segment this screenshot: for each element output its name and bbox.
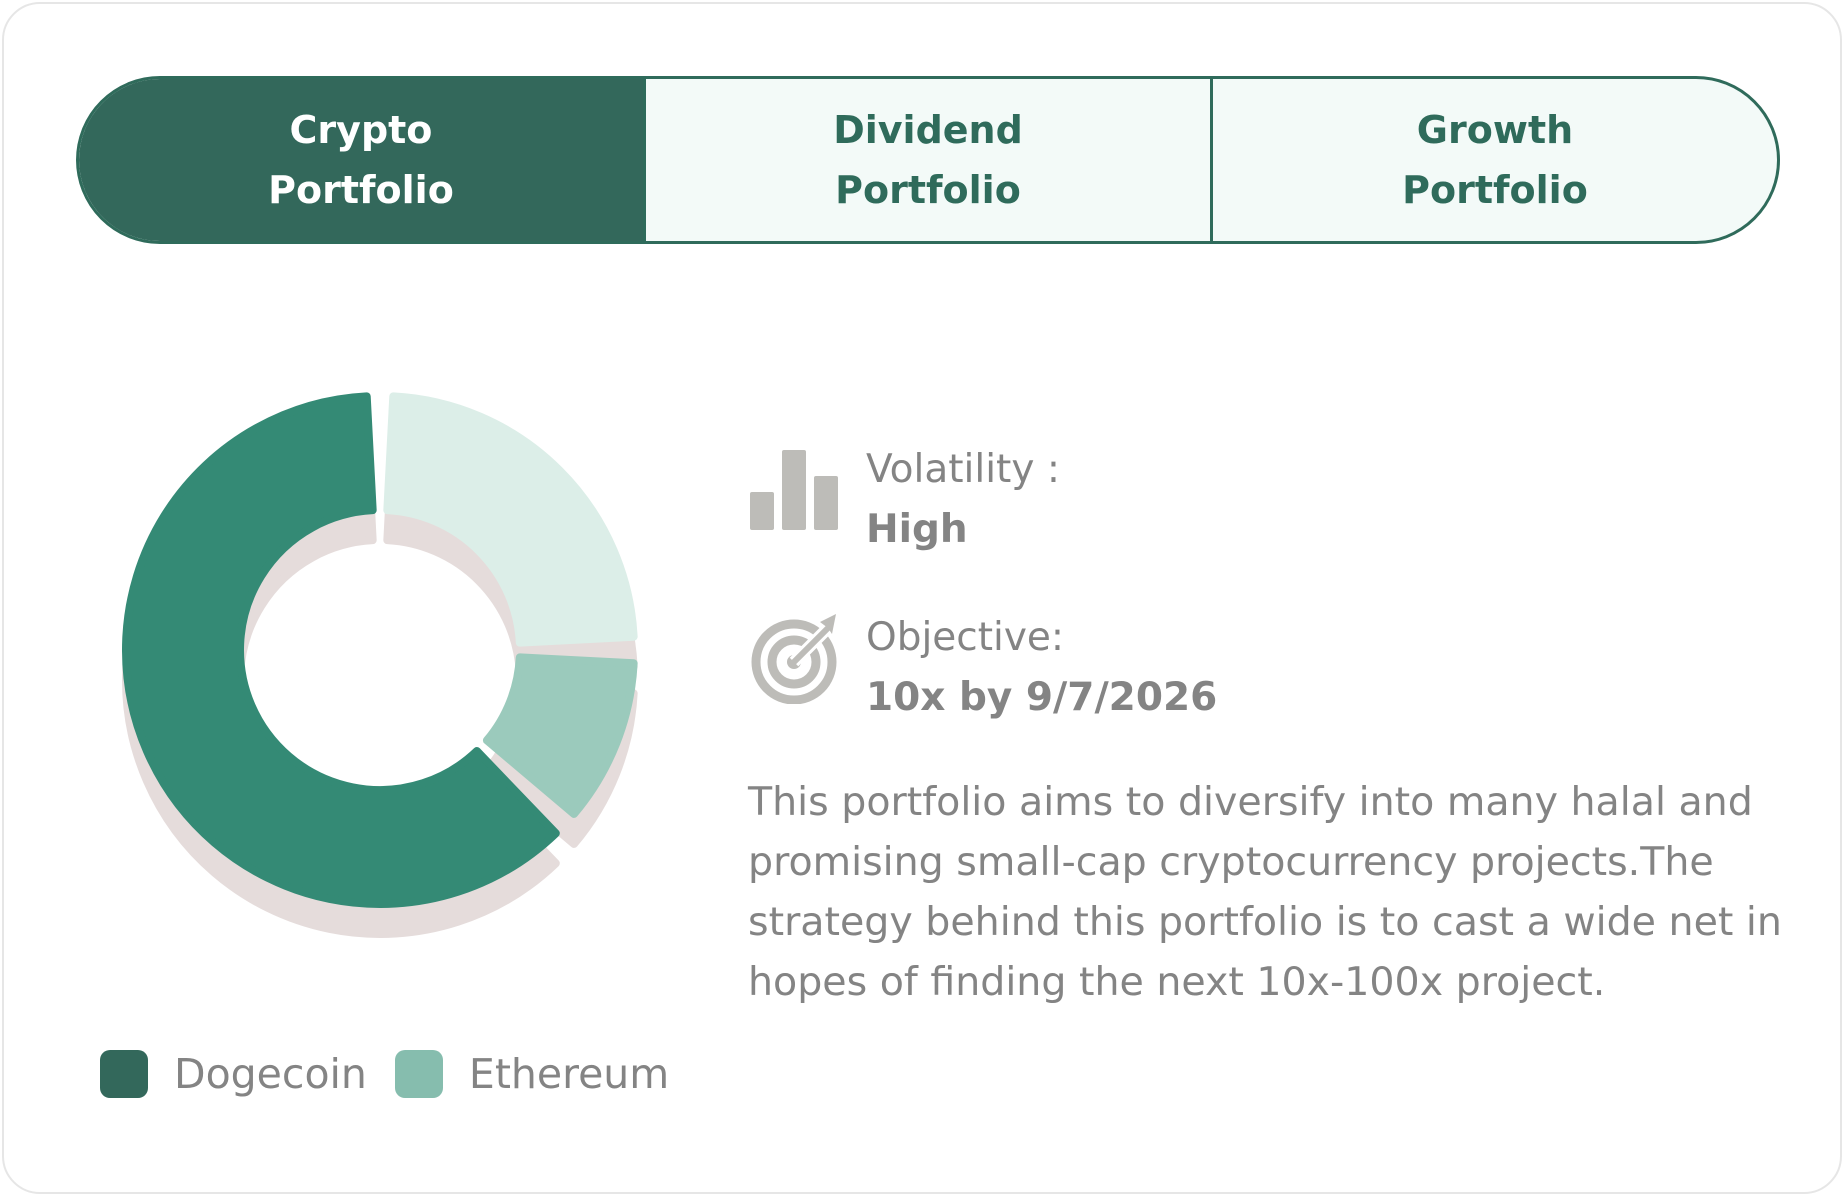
volatility-row: Volatility : High — [748, 440, 1060, 560]
tab-dividend-portfolio[interactable]: Dividend Portfolio — [643, 79, 1210, 241]
slice-ethereum-light- — [383, 392, 638, 647]
legend-item-ethereum: Ethereum — [394, 1050, 670, 1098]
volatility-value: High — [866, 507, 968, 552]
objective-row: Objective: 10x by 9/7/2026 — [748, 608, 1217, 728]
portfolio-donut-chart — [122, 392, 638, 938]
slice-dogecoin — [122, 392, 560, 908]
legend-swatch-ethereum — [394, 1050, 443, 1098]
objective-label: Objective: — [866, 615, 1065, 660]
portfolio-tabs: Crypto Portfolio Dividend Portfolio Grow… — [76, 76, 1780, 244]
bar-chart-icon — [750, 450, 838, 530]
legend-label-dogecoin: Dogecoin — [174, 1050, 367, 1098]
legend-swatch-dogecoin — [100, 1050, 148, 1098]
legend-label-ethereum: Ethereum — [468, 1050, 670, 1098]
chart-legend: Dogecoin Ethereum — [100, 1050, 697, 1098]
portfolio-description: This portfolio aims to diversify into ma… — [748, 779, 1782, 1005]
objective-value: 10x by 9/7/2026 — [866, 675, 1218, 720]
volatility-label: Volatility : — [866, 447, 1060, 492]
legend-item-dogecoin: Dogecoin — [100, 1050, 367, 1098]
slice-ethereum — [482, 653, 638, 818]
tab-growth-portfolio[interactable]: Growth Portfolio — [1210, 79, 1777, 241]
target-icon — [751, 614, 837, 704]
tab-crypto-portfolio[interactable]: Crypto Portfolio — [79, 79, 643, 241]
